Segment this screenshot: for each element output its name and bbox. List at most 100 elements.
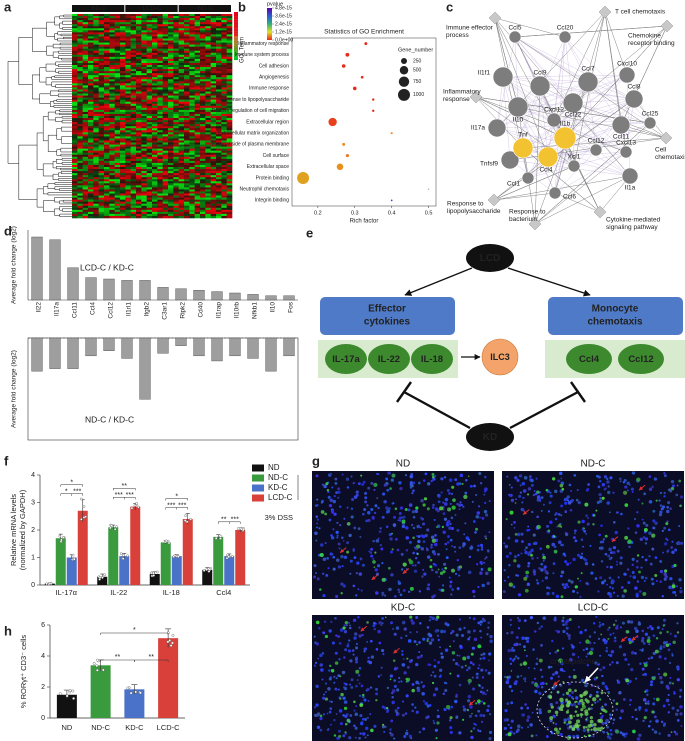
heatmap-cell: [210, 211, 217, 215]
heatmap-cell: [104, 193, 110, 196]
nucleus: [462, 505, 465, 508]
heatmap-cell: [72, 40, 78, 43]
nucleus: [441, 584, 445, 587]
y-tick-label: Immune system process: [235, 52, 290, 58]
y-tick-label: Protein binding: [256, 175, 290, 181]
heatmap-cell: [88, 160, 94, 164]
heatmap-cell: [136, 199, 142, 202]
heatmap-cell: [226, 18, 233, 21]
annotation: 3% DSS: [265, 513, 293, 522]
heatmap-cell: [114, 193, 121, 196]
heatmap-cell: [184, 30, 190, 33]
nucleus: [604, 487, 607, 490]
heatmap-cell: [189, 132, 195, 135]
heatmap-cell: [178, 130, 185, 133]
nucleus: [469, 546, 473, 550]
heatmap-cell: [178, 91, 185, 94]
heatmap-cell: [205, 101, 211, 105]
nucleus: [433, 674, 437, 678]
nucleus: [450, 593, 453, 596]
heatmap-cell: [216, 173, 222, 176]
bar: [103, 337, 115, 351]
heatmap-cell: [200, 52, 206, 56]
heatmap-cell: [178, 199, 185, 202]
nucleus: [598, 533, 601, 537]
heatmap-cell: [173, 124, 179, 127]
heatmap-cell: [168, 203, 174, 207]
y-tick-label: Response to lipopolysaccharide: [218, 97, 289, 103]
heatmap-cell: [221, 146, 227, 149]
heatmap-cell: [109, 87, 115, 90]
heatmap-cell: [226, 40, 233, 43]
nucleus: [624, 485, 628, 489]
heatmap-cell: [178, 203, 185, 207]
heatmap-cell: [184, 116, 190, 119]
heatmap-cell: [168, 181, 174, 184]
heatmap-cell: [152, 183, 158, 186]
heatmap-cell: [125, 91, 131, 94]
heatmap-cell: [93, 48, 99, 52]
heatmap-cell: [136, 16, 142, 19]
heatmap-cell: [173, 111, 179, 115]
nucleus: [363, 508, 367, 511]
heatmap-cell: [130, 120, 137, 123]
heatmap-cell: [88, 28, 94, 31]
nucleus: [397, 519, 400, 522]
heatmap-cell: [82, 91, 89, 94]
heatmap-cell: [194, 162, 201, 166]
heatmap-cell: [210, 205, 217, 209]
nucleus: [430, 568, 434, 572]
heatmap-cell: [200, 40, 206, 43]
gene-label: Il10: [513, 117, 524, 124]
nucleus: [543, 565, 547, 569]
nucleus: [449, 502, 452, 505]
nucleus: [508, 563, 511, 567]
heatmap-cell: [184, 111, 190, 115]
heatmap-cell: [136, 134, 142, 137]
heatmap-cell: [189, 156, 195, 160]
nucleus: [416, 524, 420, 529]
nucleus: [350, 685, 354, 689]
heatmap-cell: [93, 46, 99, 49]
heatmap-cell: [146, 60, 153, 64]
nucleus: [667, 501, 671, 505]
heatmap-cell: [77, 34, 83, 37]
heatmap-cell: [221, 179, 227, 182]
heatmap-cell: [93, 93, 99, 96]
heatmap-cell: [146, 44, 153, 47]
nucleus: [327, 495, 331, 499]
heatmap-cell: [130, 87, 137, 90]
nucleus: [573, 473, 577, 477]
heatmap-cell: [130, 111, 137, 115]
heatmap-cell: [125, 120, 131, 123]
nucleus: [672, 582, 675, 585]
heatmap-cell: [130, 199, 137, 202]
heatmap-cell: [88, 169, 94, 172]
heatmap-cell: [130, 36, 137, 39]
heatmap-cell: [210, 126, 217, 129]
heatmap-cell: [104, 58, 110, 62]
heatmap-cell: [205, 175, 211, 178]
heatmap-cell: [109, 154, 115, 158]
color-scale: [234, 43, 238, 46]
heatmap-cell: [173, 150, 179, 154]
heatmap-cell: [141, 36, 147, 39]
nucleus: [464, 491, 468, 495]
heatmap-cell: [109, 156, 115, 160]
point: [152, 574, 155, 577]
heatmap-cell: [136, 18, 142, 21]
heatmap-cell: [136, 79, 142, 82]
heatmap-cell: [88, 24, 94, 27]
point: [169, 644, 173, 647]
nucleus: [606, 501, 611, 505]
heatmap-cell: [210, 199, 217, 202]
heatmap-cell: [216, 91, 222, 94]
nucleus: [616, 563, 619, 566]
gene-label: Ccl7: [581, 66, 594, 73]
x-tick-label: KD-C: [125, 723, 144, 732]
heatmap-cell: [82, 179, 89, 182]
heatmap-cell: [130, 187, 137, 190]
heatmap-cell: [178, 116, 185, 119]
heatmap-cell: [189, 36, 195, 39]
heatmap-cell: [114, 167, 121, 170]
